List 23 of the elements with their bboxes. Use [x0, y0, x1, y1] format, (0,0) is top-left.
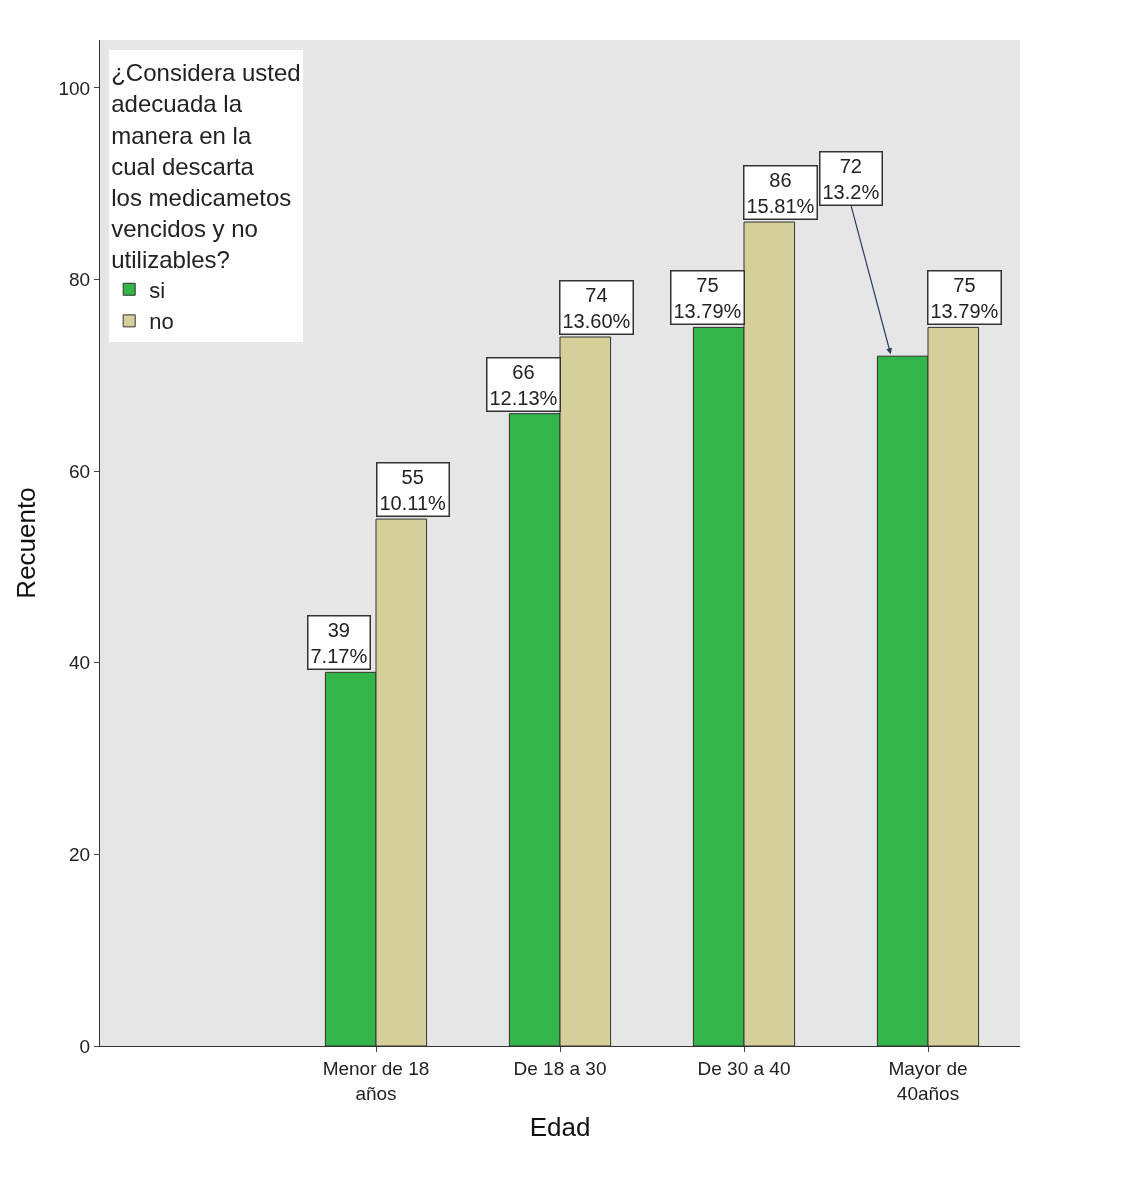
data-label: 55 10.11% — [379, 465, 447, 514]
legend-label: no — [149, 309, 174, 335]
x-axis-title: Edad — [529, 1112, 591, 1143]
data-label: 86 15.81% — [746, 168, 815, 217]
y-tick-label: 100 — [58, 77, 91, 99]
x-tick-label: De 30 a 40 — [697, 1057, 791, 1079]
x-tick-label: De 18 a 30 — [513, 1057, 607, 1079]
x-tick-label: Mayor de 40años — [888, 1057, 968, 1104]
y-tick-label: 20 — [69, 844, 91, 866]
y-tick-label: 60 — [69, 460, 91, 482]
data-label: 75 13.79% — [930, 273, 999, 322]
data-label: 39 7.17% — [310, 618, 368, 667]
data-label: 75 13.79% — [673, 273, 742, 322]
legend-label: si — [149, 277, 166, 303]
data-label: 72 13.2% — [822, 154, 880, 203]
x-tick-label: Menor de 18 años — [322, 1057, 430, 1104]
data-label: 66 12.13% — [489, 360, 558, 409]
y-tick-label: 80 — [69, 269, 91, 291]
y-axis-title: Recuento — [10, 487, 41, 599]
y-tick-label: 0 — [79, 1035, 91, 1057]
legend-title: ¿Considera usted adecuada la manera en la cual descarta los medicametos vencidos y no utilizables? — [111, 59, 301, 274]
y-tick-label: 40 — [69, 652, 91, 674]
data-label: 74 13.60% — [562, 283, 631, 332]
